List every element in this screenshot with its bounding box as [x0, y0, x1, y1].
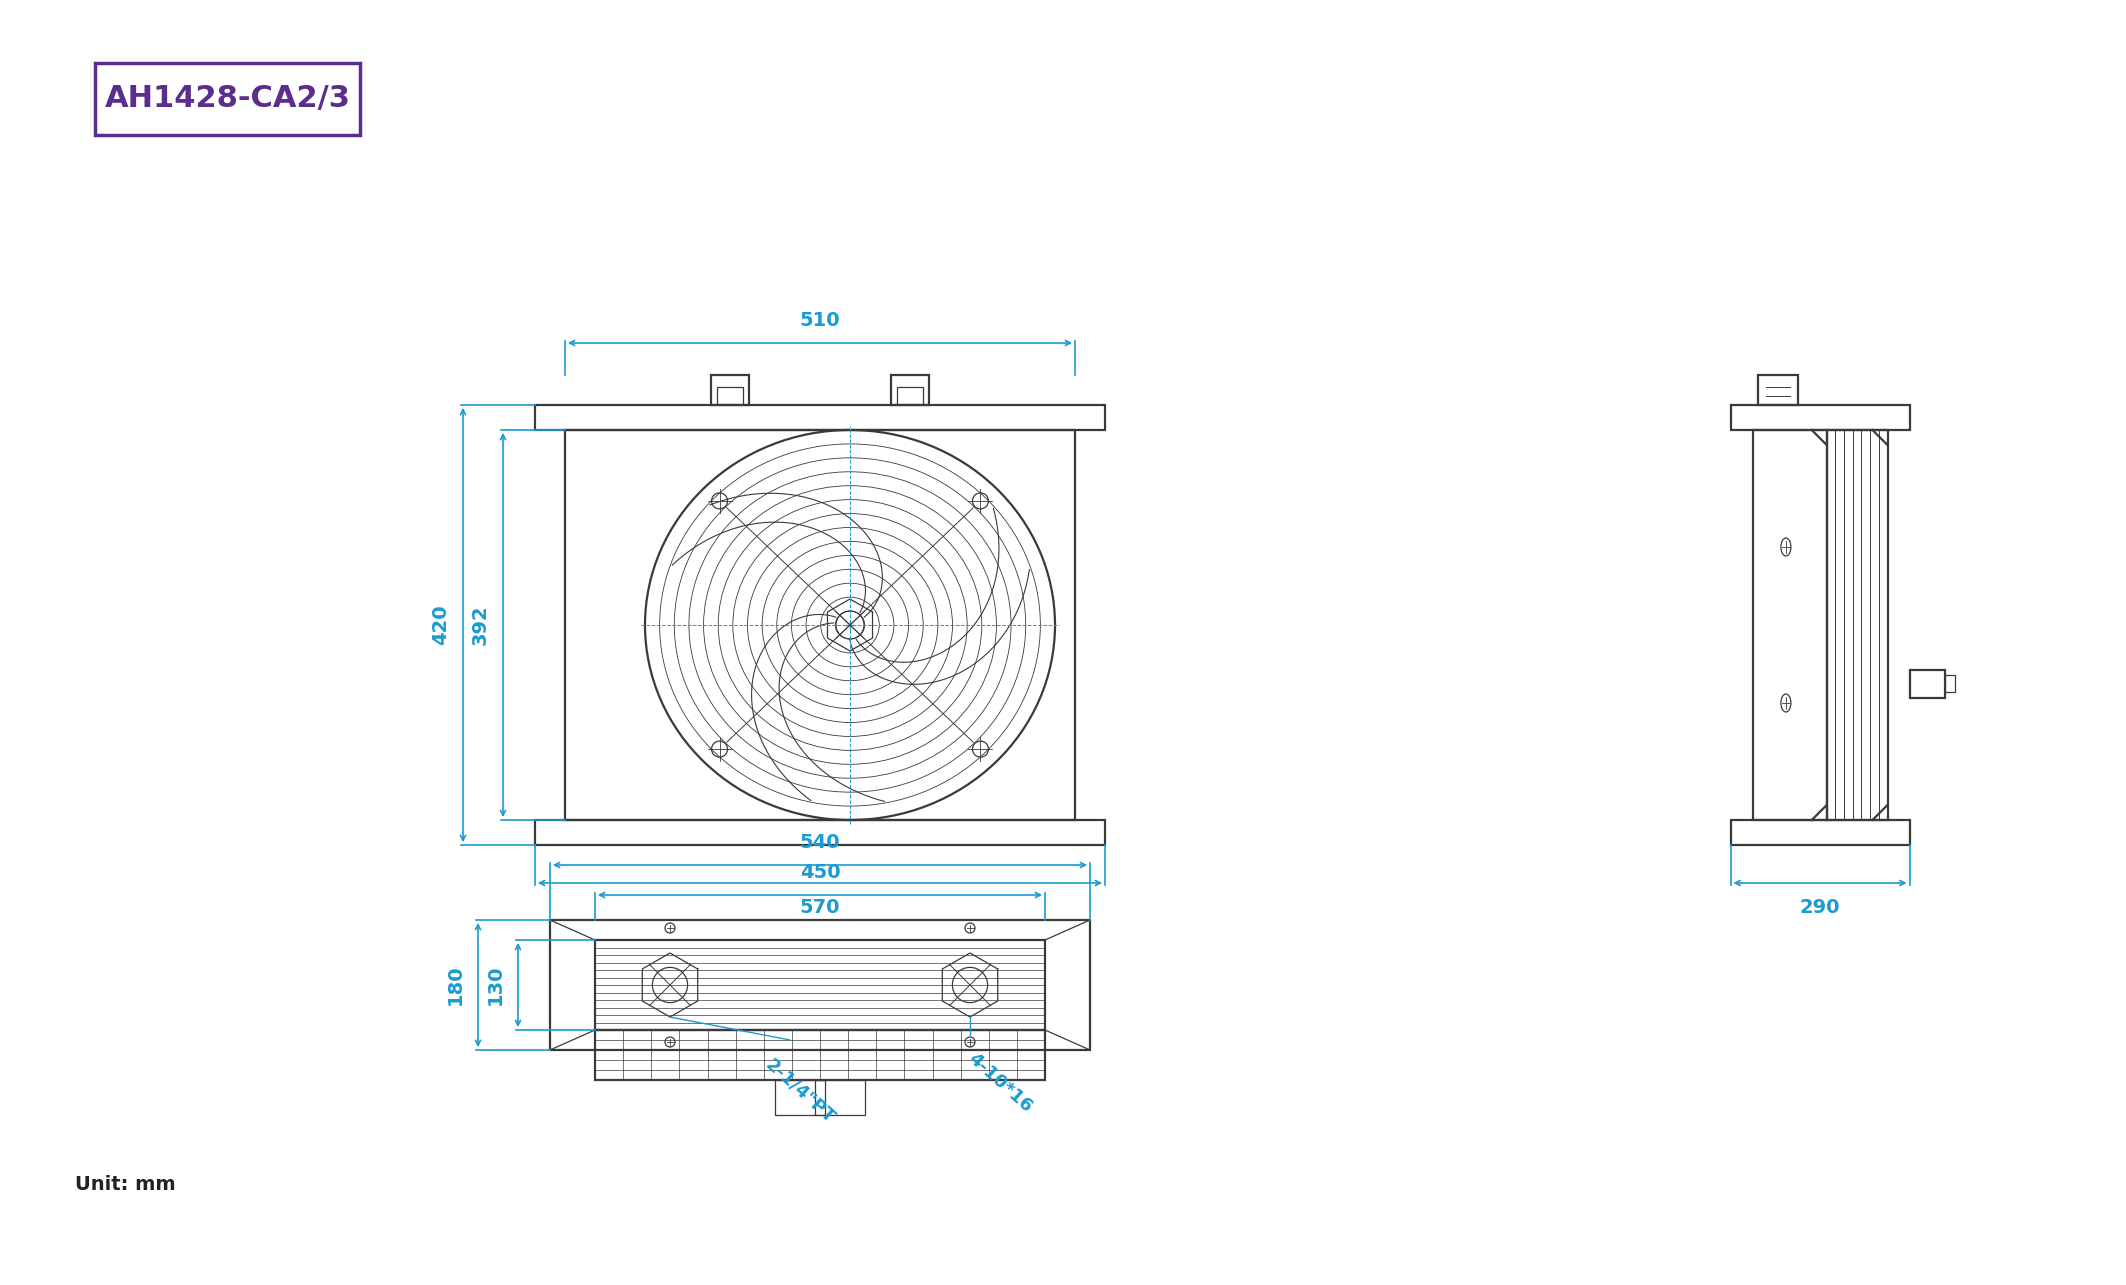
Text: 290: 290	[1801, 898, 1841, 917]
Text: 450: 450	[799, 864, 840, 882]
Text: 392: 392	[472, 605, 489, 645]
Text: 510: 510	[799, 311, 840, 330]
Text: 130: 130	[487, 965, 506, 1005]
Text: 4-10*16: 4-10*16	[965, 1050, 1035, 1117]
Text: 570: 570	[799, 898, 840, 917]
Text: 180: 180	[446, 965, 466, 1005]
Text: 540: 540	[799, 833, 840, 852]
Text: 2-1/4"PT: 2-1/4"PT	[761, 1055, 838, 1127]
Text: 420: 420	[432, 605, 451, 645]
Text: AH1428-CA2/3: AH1428-CA2/3	[104, 85, 351, 113]
Text: Unit: mm: Unit: mm	[74, 1176, 176, 1195]
